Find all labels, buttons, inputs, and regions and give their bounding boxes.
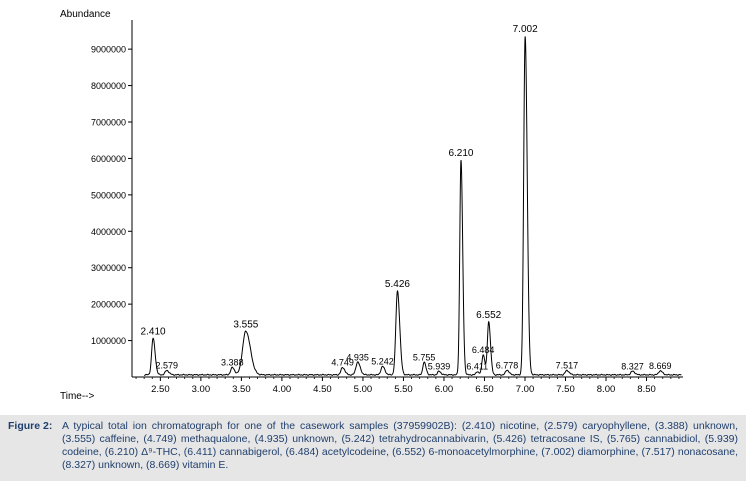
axes [131,20,683,378]
chromatogram-chart: Abundance Time--> 1000000 2000000 3000000 4… [60,9,683,402]
peak-label: 7.517 [556,361,579,371]
x-tick-label: 4.50 [313,384,332,395]
peak-label: 5.426 [385,279,410,290]
peak-label: 6.552 [476,310,501,321]
peak-label: 8.669 [649,361,672,371]
y-tick-label: 3000000 [91,263,126,273]
chromatogram-trace [143,36,682,376]
x-tick-label: 3.00 [192,384,211,395]
y-tick-label: 9000000 [91,45,126,55]
peak-label: 6.778 [496,360,519,370]
caption-label: Figure 2: [8,420,53,432]
x-tick-label: 7.50 [556,384,575,395]
peak-label: 2.579 [155,361,178,371]
y-tick-label: 6000000 [91,154,126,164]
peak-label: 4.935 [346,352,369,362]
y-tick-label: 8000000 [91,81,126,91]
y-axis-label: Abundance [60,9,111,20]
peak-label: 5.755 [413,352,436,362]
peak-label: 3.555 [233,319,258,330]
y-tick-label: 2000000 [91,300,126,310]
y-tick-label: 5000000 [91,190,126,200]
x-tick-label: 5.00 [354,384,373,395]
peak-label: 5.242 [371,357,394,367]
x-tick-label: 6.00 [435,384,454,395]
x-tick-label: 8.50 [637,384,656,395]
peak-label: 6.484 [472,345,495,355]
y-axis-ticks: 1000000 2000000 3000000 4000000 5000000 60000… [91,45,132,346]
x-tick-label: 4.00 [273,384,292,395]
caption-text: A typical total ion chromatograph for on… [62,420,738,471]
peak-label: 8.327 [621,361,644,371]
x-axis-label: Time--> [60,391,95,402]
peak-label: 4.749 [331,358,354,368]
peak-label: 3.388 [221,358,244,368]
x-axis-ticks: 2.50 3.00 3.50 4.00 4.50 5.00 5.50 6.00 6.50 7.00… [135,377,680,395]
x-tick-label: 5.50 [394,384,413,395]
peak-label: 2.410 [141,327,166,338]
y-tick-label: 4000000 [91,227,126,237]
x-tick-label: 2.50 [151,384,170,395]
y-tick-label: 7000000 [91,118,126,128]
x-tick-label: 3.50 [232,384,251,395]
x-tick-label: 6.50 [475,384,494,395]
figure-caption: Figure 2: A typical total ion chromatogr… [0,415,746,481]
peak-label: 5.939 [428,361,451,371]
peak-label: 6.411 [466,362,488,372]
peak-label: 6.210 [448,148,473,159]
x-tick-label: 8.00 [597,384,616,395]
peak-label: 7.002 [513,24,538,35]
x-tick-label: 7.00 [516,384,535,395]
y-tick-label: 1000000 [91,336,126,346]
